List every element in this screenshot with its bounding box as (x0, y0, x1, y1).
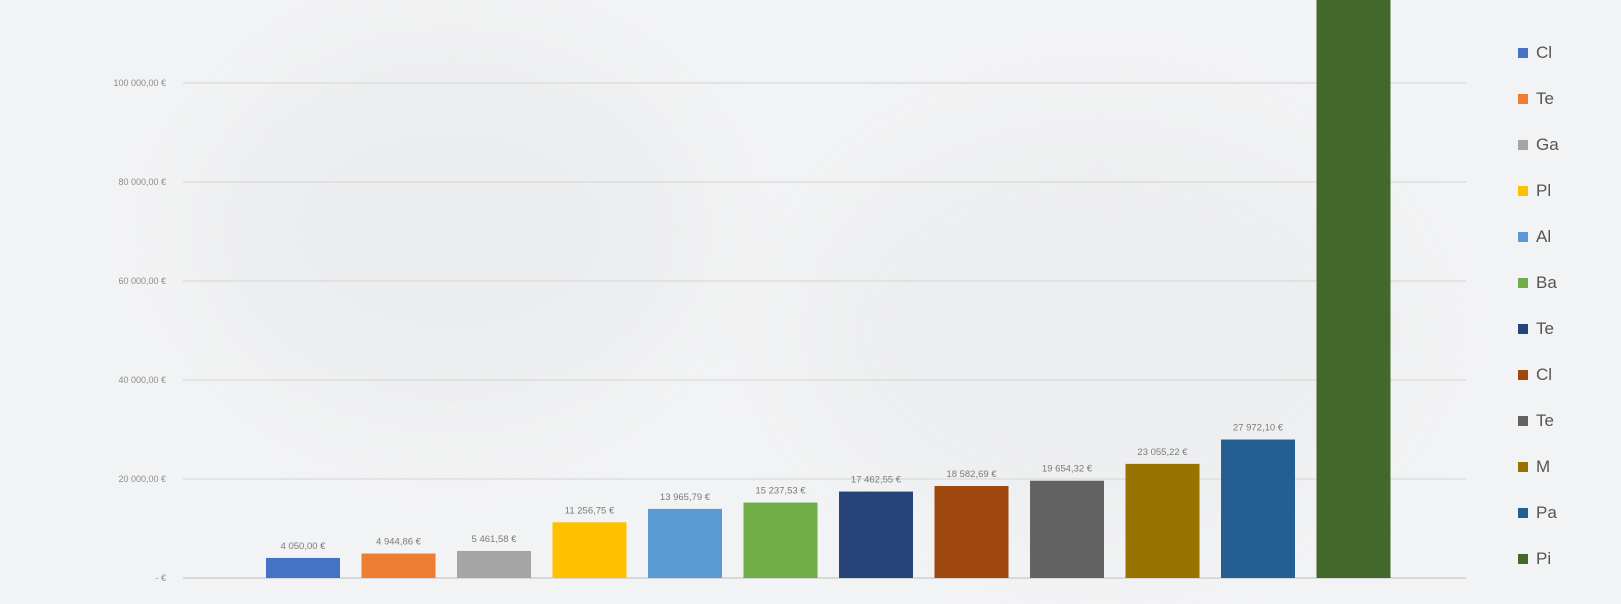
background-smudge (800, 120, 1400, 540)
data-label: 4 944,86 € (376, 537, 422, 548)
legend-label: Cl (1536, 365, 1553, 384)
legend-label: Pi (1536, 549, 1552, 568)
data-label: 11 256,75 € (565, 505, 615, 516)
legend-swatch (1518, 416, 1528, 426)
data-label: 4 050,00 € (281, 541, 327, 552)
legend-label: Al (1536, 227, 1552, 246)
legend-label: Ba (1536, 273, 1557, 292)
bars (266, 0, 1391, 578)
legend-item: Pl (1518, 168, 1559, 214)
legend-label: Te (1536, 319, 1554, 338)
legend-item: Ba (1518, 260, 1559, 306)
bar (839, 491, 913, 578)
legend-swatch (1518, 140, 1528, 150)
legend-label: Cl (1536, 43, 1553, 62)
legend-item: Te (1518, 306, 1559, 352)
legend-swatch (1518, 554, 1528, 564)
data-label: 17 462,55 € (851, 475, 902, 486)
data-label: 13 965,79 € (660, 492, 711, 503)
legend-item: Cl (1518, 30, 1559, 76)
legend-item: Al (1518, 214, 1559, 260)
legend-swatch (1518, 48, 1528, 58)
legend-label: Te (1536, 411, 1554, 430)
legend-item: M (1518, 444, 1559, 490)
y-tick-label: 80 000,00 € (118, 177, 166, 187)
bar (361, 553, 436, 578)
legend-item: Te (1518, 398, 1559, 444)
y-tick-label: 20 000,00 € (118, 474, 166, 484)
bar (743, 502, 818, 578)
legend-item: Cl (1518, 352, 1559, 398)
legend-swatch (1518, 94, 1528, 104)
bar (648, 508, 722, 578)
bar (1125, 463, 1200, 578)
legend-swatch (1518, 186, 1528, 196)
bar (1316, 0, 1391, 578)
legend-swatch (1518, 324, 1528, 334)
data-label: 18 582,69 € (946, 469, 997, 480)
legend-label: Pa (1536, 503, 1557, 522)
data-label: 23 055,22 € (1137, 447, 1188, 458)
legend-item: Te (1518, 76, 1559, 122)
y-axis-ticks: - € 20 000,00 € 40 000,00 € 60 000,00 € 80 0… (113, 78, 166, 583)
bar (1221, 439, 1295, 578)
y-tick-label: 40 000,00 € (118, 375, 166, 385)
legend-item: Pa (1518, 490, 1559, 536)
legend-swatch (1518, 370, 1528, 380)
background-smudge (200, 40, 700, 420)
y-tick-label: 60 000,00 € (118, 276, 166, 286)
y-tick-label: 100 000,00 € (113, 78, 166, 88)
legend-swatch (1518, 278, 1528, 288)
bar (552, 522, 627, 578)
legend-label: Te (1536, 89, 1554, 108)
bar (934, 486, 1009, 578)
data-label: 19 654,32 € (1042, 464, 1093, 475)
data-label: 15 237,53 € (755, 486, 806, 497)
bar (266, 557, 340, 578)
legend-swatch (1518, 508, 1528, 518)
data-label: 5 461,58 € (472, 534, 518, 545)
y-tick-label: - € (155, 573, 166, 583)
legend-swatch (1518, 462, 1528, 472)
data-labels: 4 050,00 € 4 944,86 € 5 461,58 € 11 256,75 … (281, 423, 1284, 552)
legend-label: M (1536, 457, 1551, 476)
legend-item: Pi (1518, 536, 1559, 582)
legend-label: Pl (1536, 181, 1552, 200)
legend-swatch (1518, 232, 1528, 242)
bar (457, 550, 531, 578)
legend-label: Ga (1536, 135, 1559, 154)
data-label: 27 972,10 € (1233, 423, 1284, 434)
legend-item: Ga (1518, 122, 1559, 168)
legend: Cl Te Ga Pl Al Ba Te Cl Te M Pa Pi (1518, 0, 1621, 604)
bar (1030, 480, 1104, 578)
